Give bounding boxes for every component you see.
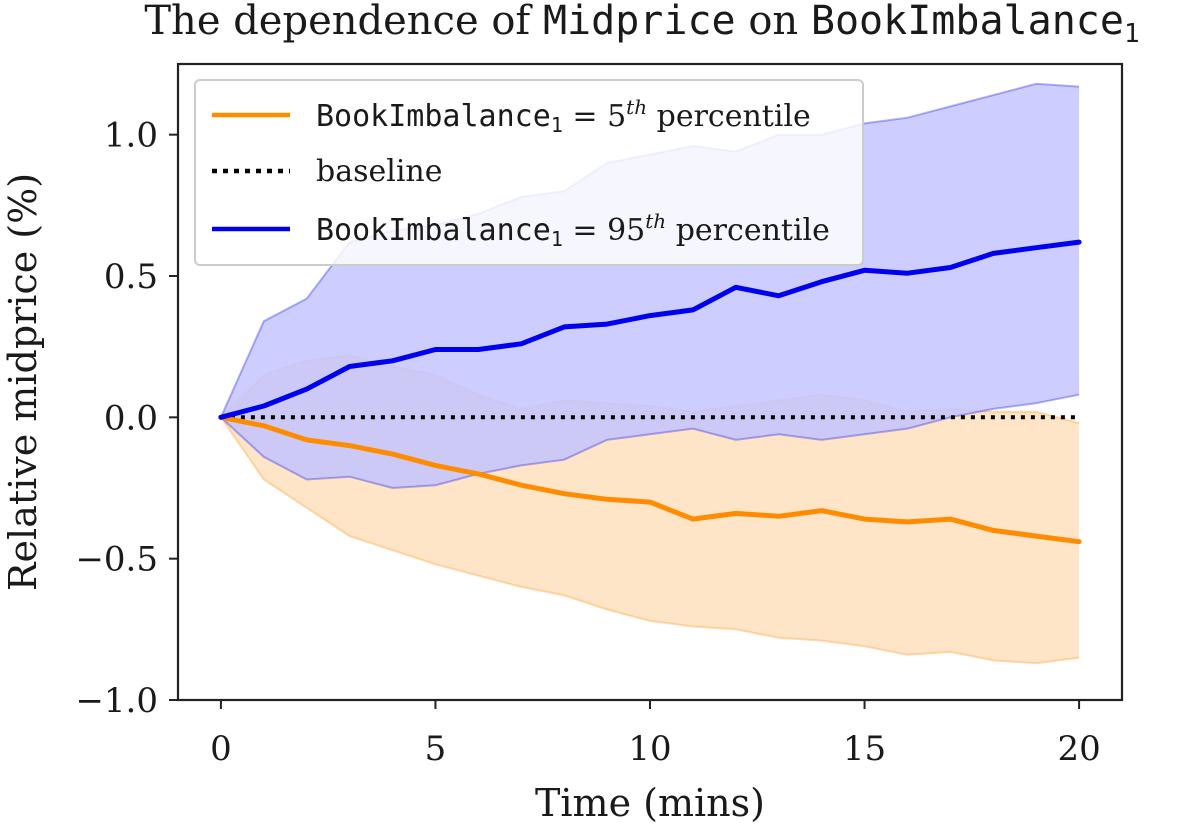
legend-entry-p95: BookImbalance1 = 95th percentile bbox=[316, 209, 830, 251]
legend-p5-code: BookImbalance bbox=[316, 99, 551, 134]
y-tick-label: −1.0 bbox=[75, 681, 158, 721]
x-tick-label: 20 bbox=[1057, 729, 1100, 769]
legend-box bbox=[194, 79, 864, 266]
y-tick-label: 0.5 bbox=[104, 257, 158, 297]
legend-entry-p5: BookImbalance1 = 5th percentile bbox=[316, 95, 811, 137]
band-p95 bbox=[220, 83, 1080, 489]
y-axis-ticks: −1.0 −0.5 0.0 0.5 1.0 bbox=[75, 116, 178, 721]
legend-p95-code: BookImbalance bbox=[316, 213, 551, 248]
x-tick-label: 0 bbox=[210, 729, 232, 769]
legend-p95-sup: th bbox=[645, 209, 666, 233]
legend-p5-tail: percentile bbox=[647, 99, 811, 134]
legend-entry-baseline: baseline bbox=[316, 154, 443, 189]
legend-p95-sub: 1 bbox=[551, 227, 563, 251]
legend-p5-sup: th bbox=[626, 95, 647, 119]
series-lines bbox=[218, 239, 1082, 545]
chart-title-code-bookimbalance: BookImbalance bbox=[811, 0, 1124, 44]
legend-p95-tail: percentile bbox=[666, 213, 830, 248]
y-tick-label: 0.0 bbox=[104, 398, 158, 438]
band-lower-edge-p5 bbox=[220, 416, 1080, 665]
y-tick-label: −0.5 bbox=[75, 540, 158, 580]
x-axis-ticks: 0 5 10 15 20 bbox=[210, 700, 1101, 769]
x-tick-label: 5 bbox=[425, 729, 447, 769]
legend: BookImbalance1 = 5th percentile baseline… bbox=[194, 79, 864, 266]
series-line-p95 bbox=[218, 239, 1082, 420]
x-tick-label: 15 bbox=[843, 729, 886, 769]
chart-title-subscript: 1 bbox=[1124, 19, 1140, 49]
series-line-p5 bbox=[218, 414, 1082, 545]
x-axis-label: Time (mins) bbox=[535, 781, 765, 825]
legend-p5-num: 5 bbox=[607, 99, 626, 134]
y-axis-label: Relative midprice (%) bbox=[1, 173, 45, 591]
legend-p5-sub: 1 bbox=[551, 113, 563, 137]
chart-title-prefix: The dependence of bbox=[144, 0, 543, 44]
legend-p5-rel: = bbox=[563, 99, 607, 134]
legend-p95-rel: = bbox=[563, 213, 607, 248]
chart-title: The dependence of Midprice on BookImbala… bbox=[144, 0, 1139, 49]
legend-p95-num: 95 bbox=[607, 213, 645, 248]
y-tick-label: 1.0 bbox=[104, 116, 158, 156]
band-lower-edge-p95 bbox=[220, 393, 1080, 490]
x-tick-label: 10 bbox=[628, 729, 671, 769]
chart-title-code-midprice: Midprice bbox=[543, 0, 736, 44]
chart-title-middle: on bbox=[736, 0, 811, 44]
